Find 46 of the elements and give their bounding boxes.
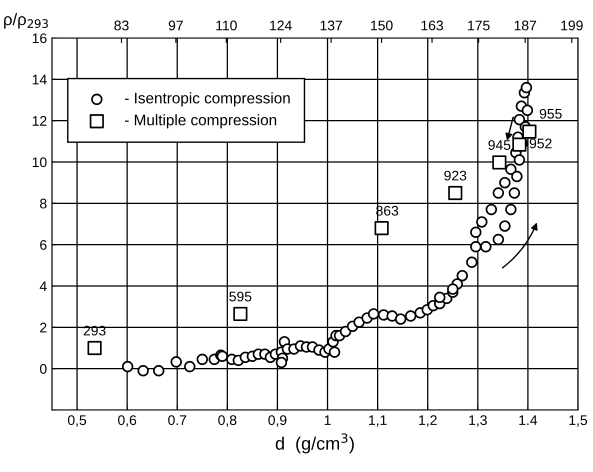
x2-tick-label: 199 [561,20,583,30]
y-tick-label: 6 [40,240,47,250]
x-axis-title: d (g/cm$^{3}$) [276,433,354,454]
point [448,186,462,200]
x2-tick-label: 124 [270,20,292,30]
x2-tick-label: 187 [514,20,536,30]
annotation: 945 [488,140,510,150]
x2-tick-label: 150 [371,20,393,30]
x-tick-label: 1,2 [419,415,437,427]
x2-tick-label: 137 [320,20,342,30]
point [374,221,389,236]
x2-tick-label: 83 [114,20,129,30]
annotation: 923 [444,170,466,181]
y-tick-label: 16 [32,33,47,44]
annotation: 955 [540,108,562,119]
x-tick-label: 1,1 [369,415,387,427]
annotation: 595 [229,292,252,302]
point [492,155,506,170]
x2-tick-label: 97 [168,20,183,30]
point [522,124,536,139]
x-tick-label: 0,6 [118,415,136,427]
point [233,306,248,321]
annotation: 952 [530,138,552,148]
x-tick-label: 1,5 [569,415,588,427]
x-tick-label: 0.7 [168,415,186,426]
point [512,138,526,152]
x2-tick-label: 175 [468,20,490,30]
x-tick-label: 1,3 [469,415,487,427]
legend-label: - Multiple compression [124,114,276,128]
y-tick-label: 10 [32,157,47,168]
legend-label: - Isentropic compression [124,92,290,107]
y-tick-label: 14 [32,74,47,84]
y-tick-label: 0 [40,364,47,374]
x-tick-label: 0,5 [68,415,86,427]
x2-tick-label: 163 [422,20,444,30]
y-tick-label: 4 [40,281,47,292]
y-tick-label: 8 [40,198,47,209]
x-tick-label: 1.4 [519,415,538,425]
point [87,340,102,356]
x-tick-label: 1 [324,415,331,425]
x-tick-label: 0,8 [218,415,236,427]
y-tick-label: 12 [32,116,46,126]
y-axis-title: ρ/ρ$_{293}$ [4,13,48,29]
y-tick-label: 2 [40,322,46,332]
x2-tick-label: 110 [216,20,237,30]
x-tick-label: 0,9 [268,415,286,427]
